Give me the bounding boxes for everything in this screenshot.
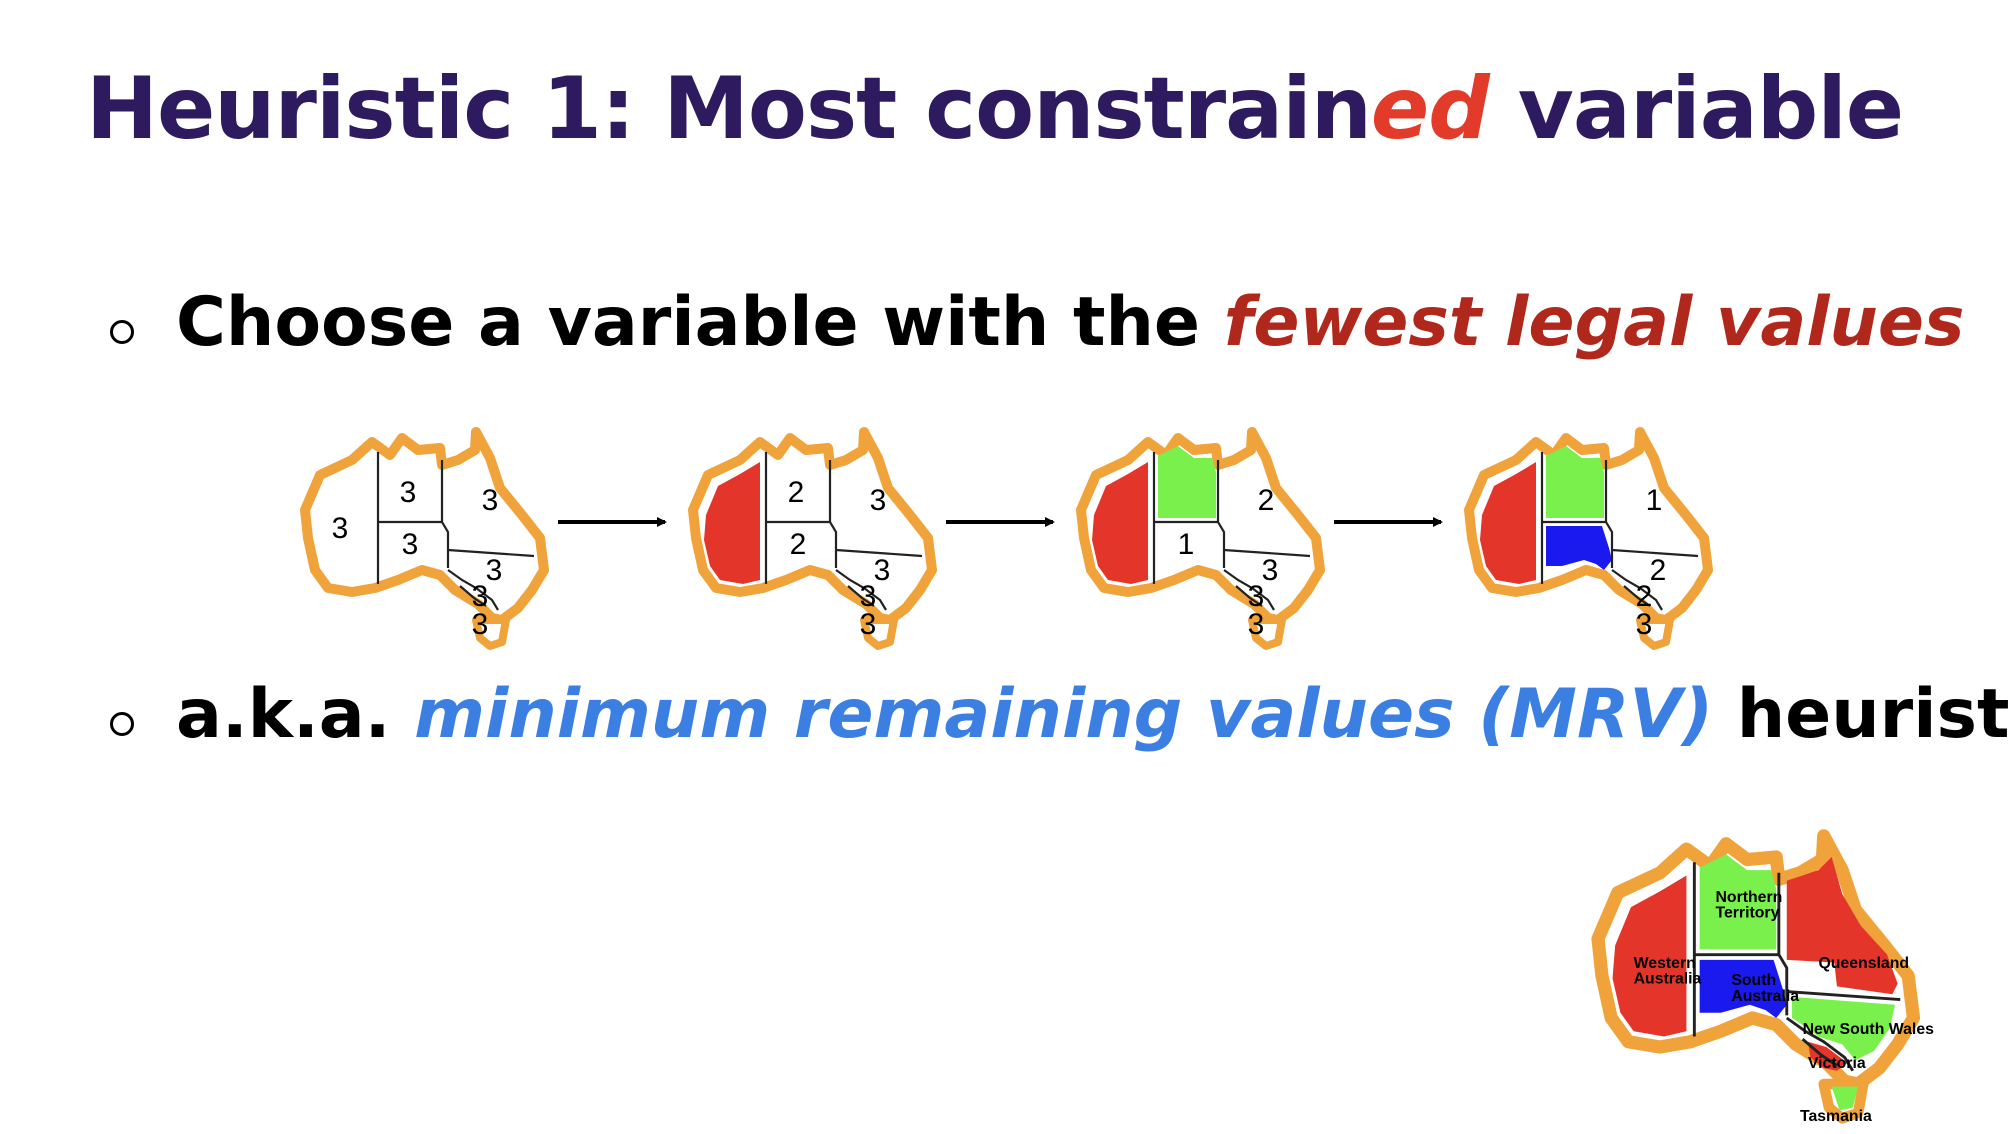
remaining-count-sa: 2	[790, 528, 807, 561]
tasmania-outline	[860, 616, 898, 650]
remaining-count-q: 2	[1258, 484, 1275, 517]
bullet-circle-icon	[110, 712, 134, 737]
region-fill-nt	[1158, 446, 1216, 518]
title-part-1: Heuristic 1: Most constrain	[86, 59, 1372, 159]
region-label-t: Tasmania	[1800, 1108, 1872, 1125]
remaining-count-nt: 2	[788, 476, 805, 509]
state-border	[1801, 1038, 1838, 1067]
region-label-sa: South Australia	[1731, 972, 1799, 1005]
remaining-count-wa: 3	[332, 512, 349, 545]
region-label-nsw: New South Wales	[1803, 1021, 1935, 1038]
remaining-count-v: 3	[860, 580, 877, 613]
remaining-count-q: 3	[870, 484, 887, 517]
region-label-v: Victoria	[1808, 1055, 1866, 1072]
region-label-q: Queensland	[1818, 955, 1909, 972]
remaining-count-v: 2	[1636, 580, 1653, 613]
region-label-wa: Western Australia	[1634, 955, 1702, 988]
remaining-count-t: 3	[472, 608, 489, 641]
remaining-count-v: 3	[1248, 580, 1265, 613]
region-fill-wa	[704, 462, 760, 584]
bullet-circle-icon	[110, 320, 134, 345]
bullet-2-after: heuristic	[1736, 675, 2008, 754]
remaining-count-t: 3	[860, 608, 877, 641]
remaining-count-nsw: 3	[486, 554, 503, 587]
remaining-count-v: 3	[472, 580, 489, 613]
region-fill-v	[1807, 1041, 1848, 1071]
australia-legend-map: Western Australia Northern Territory Queensl…	[1591, 829, 1935, 1125]
region-fill-nsw	[1792, 996, 1895, 1061]
state-border	[1611, 548, 1699, 558]
region-fill-nt	[1699, 854, 1777, 950]
bullet-2-text: a.k.a.	[176, 675, 415, 754]
title-accent: ed	[1370, 59, 1490, 159]
remaining-count-q: 1	[1646, 484, 1663, 517]
slide-title: Heuristic 1: Most constrained variable	[86, 59, 1904, 159]
region-fill-t	[1831, 1086, 1859, 1111]
bullet-mrv-heuristic: a.k.a. minimum remaining values (MRV) he…	[110, 675, 2008, 754]
tasmania-outline	[472, 616, 510, 650]
state-border	[459, 585, 487, 607]
state-border	[1223, 548, 1311, 558]
remaining-count-sa: 3	[402, 528, 419, 561]
bullet-2-emphasis: minimum remaining values (MRV)	[414, 675, 1714, 754]
tasmania-outline	[1248, 616, 1286, 650]
state-border	[1786, 990, 1901, 1001]
remaining-count-q: 3	[482, 484, 499, 517]
remaining-count-t: 3	[1248, 608, 1265, 641]
state-border	[835, 569, 887, 611]
state-border	[1223, 569, 1275, 611]
tasmania-outline	[1636, 616, 1674, 650]
state-border	[835, 548, 923, 558]
region-fill-sa	[1546, 526, 1612, 570]
remaining-count-nt: 3	[400, 476, 417, 509]
remaining-count-nsw: 3	[874, 554, 891, 587]
remaining-count-t: 3	[1636, 608, 1653, 641]
state-border	[1611, 569, 1663, 611]
remaining-count-nsw: 3	[1262, 554, 1279, 587]
region-fill-sa	[1699, 959, 1787, 1018]
coastline-outline	[300, 427, 549, 625]
remaining-count-nsw: 2	[1650, 554, 1667, 587]
bullet-1-emphasis: fewest legal values	[1223, 283, 1965, 362]
region-fill-wa	[1480, 462, 1536, 584]
state-border	[847, 585, 875, 607]
state-border	[1235, 585, 1263, 607]
region-fill-q	[1786, 856, 1898, 995]
title-part-2: variable	[1488, 59, 1904, 159]
state-border	[447, 548, 535, 558]
bullet-1-text: Choose a variable with the	[176, 283, 1224, 362]
region-fill-wa	[1612, 875, 1687, 1037]
state-border	[1785, 1016, 1855, 1072]
state-border	[1623, 585, 1651, 607]
region-label-nt: Northern Territory	[1715, 889, 1782, 922]
remaining-count-sa: 1	[1178, 528, 1195, 561]
bullet-fewest-legal-values: Choose a variable with the fewest legal …	[110, 283, 1965, 362]
state-border	[447, 569, 499, 611]
region-fill-wa	[1092, 462, 1148, 584]
region-fill-nt	[1546, 446, 1604, 518]
